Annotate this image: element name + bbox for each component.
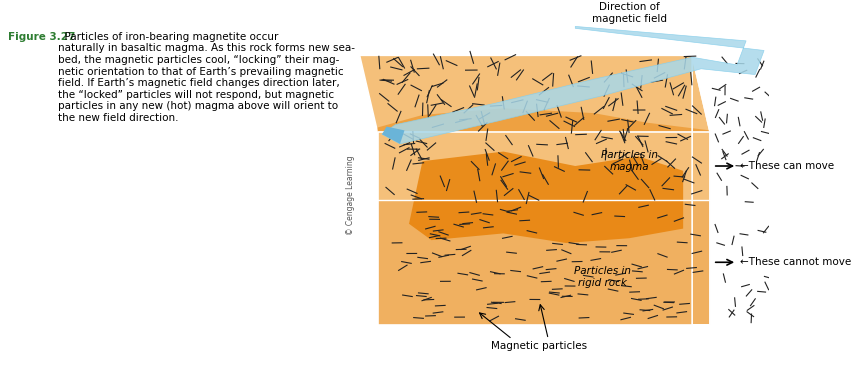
Text: Particles of iron-bearing magnetite occur
naturally in basaltic magma. As this r: Particles of iron-bearing magnetite occu… [57, 32, 355, 123]
Polygon shape [378, 200, 711, 325]
Polygon shape [382, 26, 764, 144]
Text: Magnetic particles: Magnetic particles [492, 341, 587, 351]
Polygon shape [409, 151, 683, 243]
Polygon shape [378, 132, 711, 200]
Text: Direction of
magnetic field: Direction of magnetic field [592, 2, 667, 23]
Polygon shape [360, 55, 711, 132]
Text: ←These can move: ←These can move [740, 161, 834, 171]
Text: ←These cannot move: ←These cannot move [740, 257, 851, 267]
Text: Figure 3.27: Figure 3.27 [8, 32, 75, 42]
Polygon shape [693, 55, 711, 325]
Text: Particles in
magma: Particles in magma [601, 150, 657, 172]
Text: © Cengage Learning: © Cengage Learning [346, 155, 355, 235]
Polygon shape [378, 108, 711, 132]
Polygon shape [382, 126, 404, 144]
Text: Particles in
rigid rock: Particles in rigid rock [574, 266, 631, 288]
